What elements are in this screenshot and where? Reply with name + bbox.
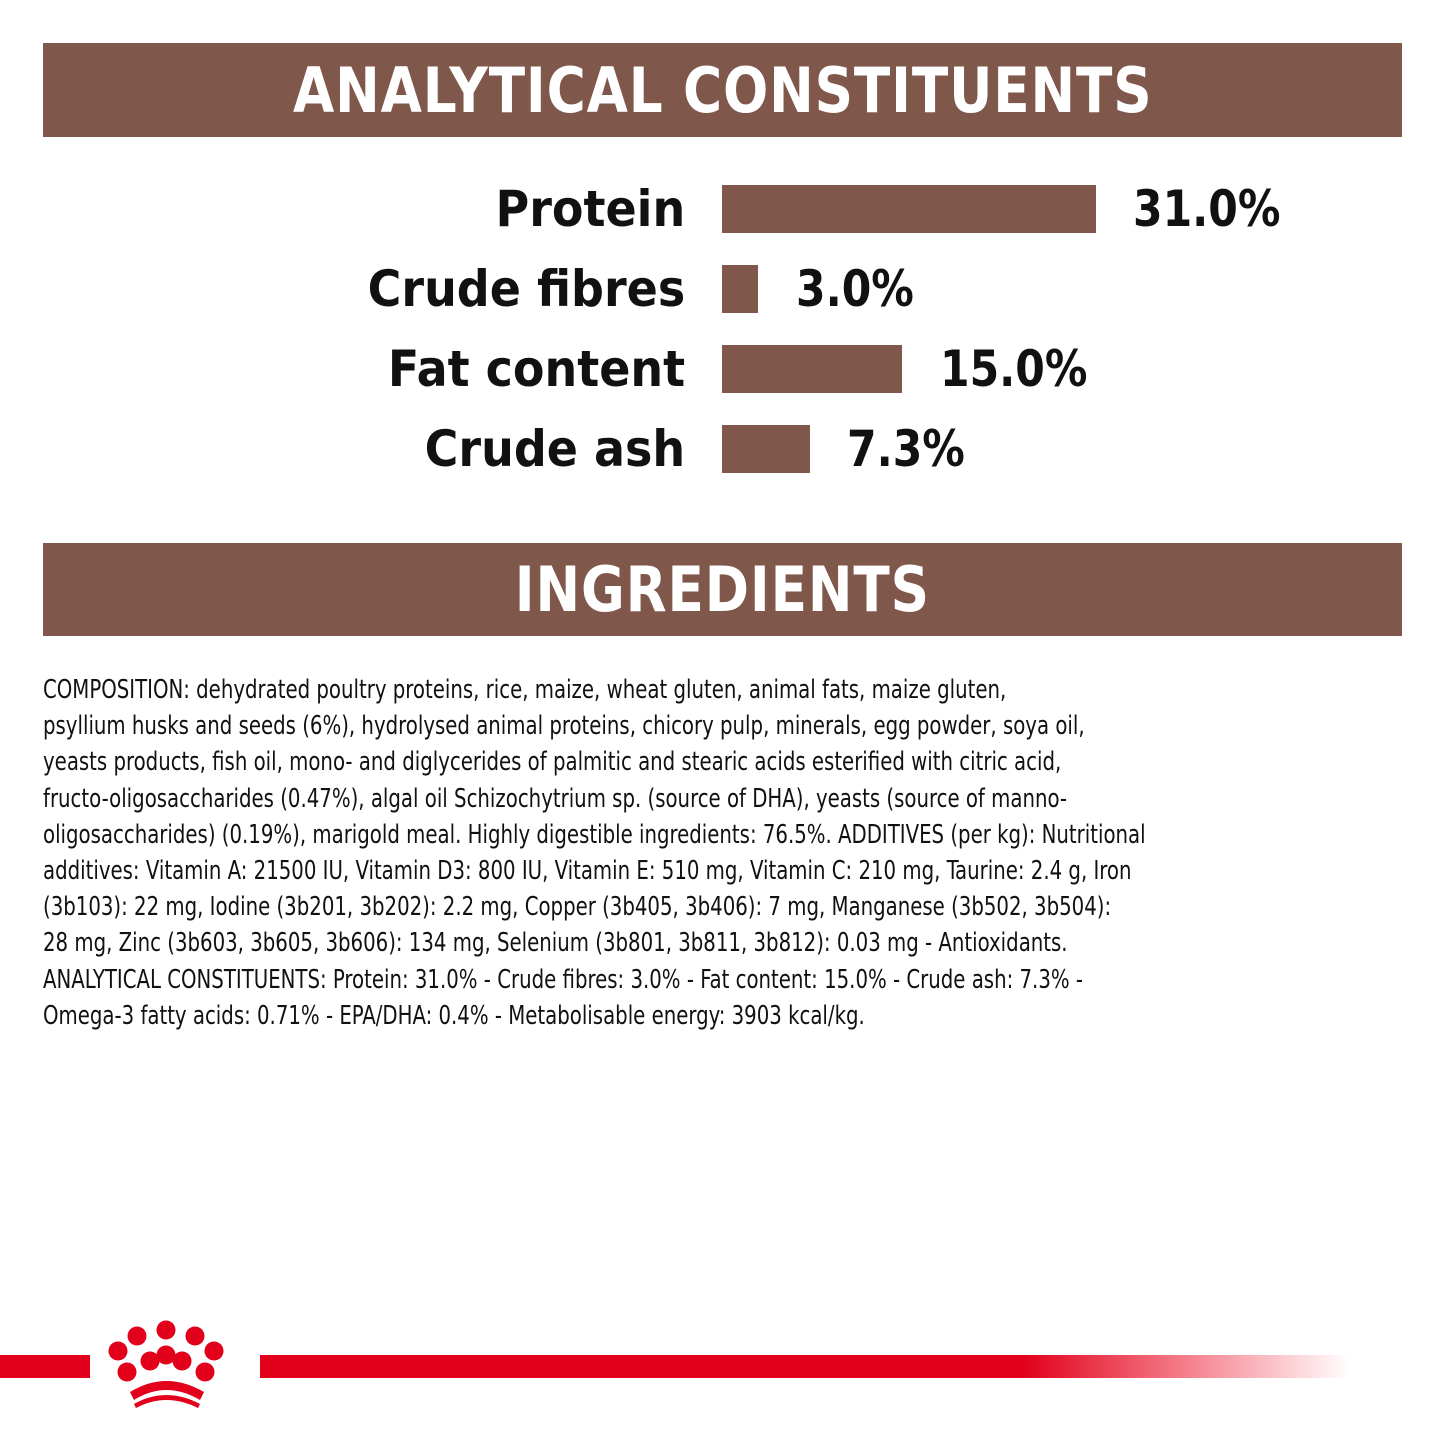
chart-row-fat-content: Fat content 15.0% [0, 340, 1445, 398]
chart-row-protein: Protein 31.0% [0, 180, 1445, 238]
ingredients-line: oligosaccharides) (0.19%), marigold meal… [43, 819, 1146, 850]
chart-bar [722, 345, 902, 393]
chart-value: 3.0% [796, 260, 914, 318]
ingredients-line: (3b103): 22 mg, Iodine (3b201, 3b202): 2… [43, 892, 1112, 923]
ingredients-line: psyllium husks and seeds (6%), hydrolyse… [43, 711, 1085, 742]
ingredients-line: yeasts products, fish oil, mono- and dig… [43, 747, 1062, 778]
footer-stripe-right [260, 1355, 1350, 1378]
chart-label: Fat content [387, 340, 685, 398]
ingredients-line: Omega-3 fatty acids: 0.71% - EPA/DHA: 0.… [43, 1000, 865, 1031]
ingredients-title: INGREDIENTS [514, 553, 931, 626]
analytical-constituents-title: ANALYTICAL CONSTITUENTS [292, 53, 1153, 127]
chart-value: 15.0% [940, 340, 1088, 398]
chart-bar [722, 425, 810, 473]
chart-label: Crude fibres [367, 260, 685, 318]
ingredients-line: fructo-oligosaccharides (0.47%), algal o… [43, 783, 1068, 814]
analytical-constituents-header: ANALYTICAL CONSTITUENTS [43, 43, 1402, 137]
chart-row-crude-ash: Crude ash 7.3% [0, 420, 1445, 478]
chart-value: 31.0% [1133, 180, 1281, 238]
ingredients-line: additives: Vitamin A: 21500 IU, Vitamin … [43, 856, 1132, 887]
chart-bar [722, 265, 758, 313]
ingredients-header: INGREDIENTS [43, 543, 1402, 636]
chart-label: Crude ash [424, 420, 685, 478]
ingredients-line: ANALYTICAL CONSTITUENTS: Protein: 31.0% … [43, 964, 1084, 995]
crown-icon [108, 1320, 224, 1408]
ingredients-line: 28 mg, Zinc (3b603, 3b605, 3b606): 134 m… [43, 928, 1068, 959]
chart-bar [722, 185, 1096, 233]
chart-row-crude-fibres: Crude fibres 3.0% [0, 260, 1445, 318]
ingredients-line: COMPOSITION: dehydrated poultry proteins… [43, 675, 1007, 705]
footer-stripe-left [0, 1355, 90, 1378]
ingredients-text: COMPOSITION: dehydrated poultry proteins… [43, 672, 1445, 1034]
chart-label: Protein [495, 180, 685, 238]
chart-value: 7.3% [847, 420, 965, 478]
